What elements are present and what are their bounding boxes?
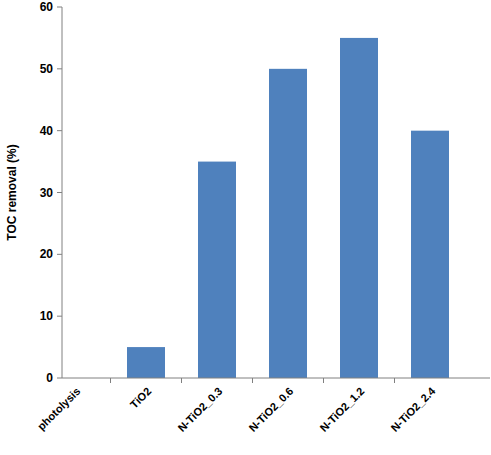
bars [127, 38, 449, 378]
y-tick [57, 192, 62, 193]
bar [127, 347, 165, 378]
y-tick [57, 130, 62, 131]
y-tick-label: 50 [40, 62, 54, 76]
x-tick [252, 378, 253, 383]
y-tick-label: 60 [40, 0, 54, 14]
bar [269, 69, 307, 378]
chart-container: 0 10 20 30 40 50 60 photolysis TiO2 N-TiO2_0.3 N-T… [0, 0, 491, 455]
bar [411, 131, 449, 378]
y-tick [57, 254, 62, 255]
y-axis-label: TOC removal (%) [5, 144, 19, 240]
y-tick-label: 10 [40, 309, 54, 323]
x-tick [323, 378, 324, 383]
y-tick-label: 30 [40, 186, 54, 200]
y-tick [57, 7, 62, 8]
x-tick-label: photolysis [35, 385, 82, 432]
bar [340, 38, 378, 378]
y-tick [57, 68, 62, 69]
y-tick [57, 378, 62, 379]
y-tick-label: 20 [40, 247, 54, 261]
x-tick [181, 378, 182, 383]
x-tick [110, 378, 111, 383]
y-tick-label: 40 [40, 124, 54, 138]
x-tick-label: N-TiO2_1.2 [317, 385, 366, 434]
x-tick-label: N-TiO2_0.3 [175, 385, 224, 434]
x-tick-label: N-TiO2_2.4 [388, 384, 438, 434]
x-tick [394, 378, 395, 383]
chart-svg: 0 10 20 30 40 50 60 photolysis TiO2 N-TiO2_0.3 N-T… [0, 0, 491, 455]
x-tick-label: TiO2 [128, 385, 154, 411]
bar [198, 162, 236, 378]
y-tick [57, 316, 62, 317]
y-tick-label: 0 [46, 371, 53, 385]
x-tick-label: N-TiO2_0.6 [246, 385, 295, 434]
x-axis [62, 378, 490, 379]
